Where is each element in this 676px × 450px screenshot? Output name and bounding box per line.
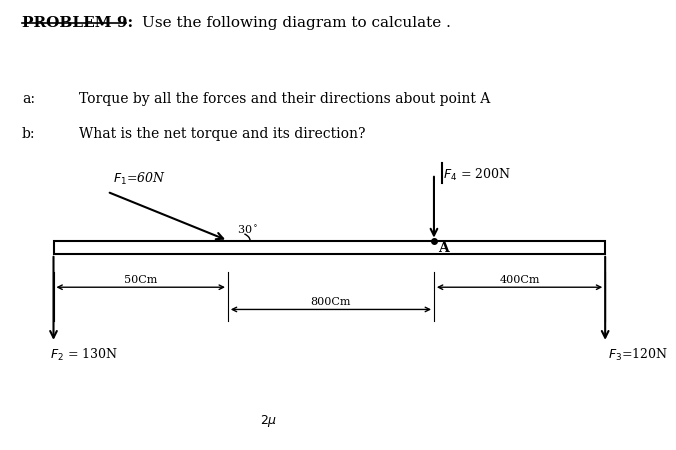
Text: $F_1$=60N: $F_1$=60N (114, 171, 166, 187)
Text: 30$^\circ$: 30$^\circ$ (237, 224, 259, 236)
Text: b:: b: (22, 127, 35, 141)
Text: 800Cm: 800Cm (311, 297, 351, 307)
Text: What is the net torque and its direction?: What is the net torque and its direction… (79, 127, 365, 141)
Text: $2\mu$: $2\mu$ (260, 414, 278, 429)
Text: $F_3$=120N: $F_3$=120N (608, 347, 669, 363)
Text: 400Cm: 400Cm (500, 275, 540, 285)
Text: Use the following diagram to calculate .: Use the following diagram to calculate . (142, 16, 451, 30)
Text: A: A (438, 242, 448, 256)
Text: $F_2$ = 130N: $F_2$ = 130N (50, 347, 118, 363)
Text: a:: a: (22, 92, 34, 106)
Text: $F_4$ = 200N: $F_4$ = 200N (443, 167, 511, 183)
Text: PROBLEM 9:: PROBLEM 9: (22, 16, 133, 30)
Bar (53, 241, 605, 254)
Text: 50Cm: 50Cm (124, 275, 158, 285)
Text: Torque by all the forces and their directions about point A: Torque by all the forces and their direc… (79, 92, 490, 106)
